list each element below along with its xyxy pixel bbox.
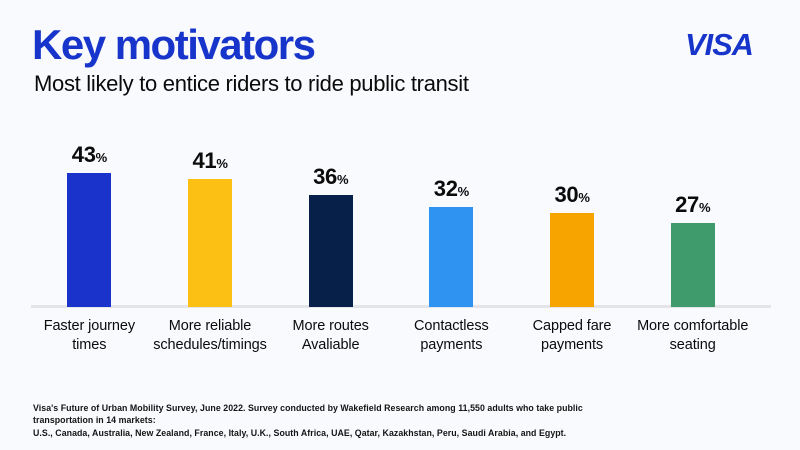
value-number: 32 [433, 176, 458, 201]
value-label: 43% [72, 142, 107, 168]
value-label: 27% [675, 192, 710, 218]
value-number: 43 [71, 142, 96, 167]
category-label: Capped fare payments [532, 318, 612, 353]
bar-column: 30% [512, 0, 633, 307]
value-number: 41 [192, 148, 217, 173]
visa-logo-text: VISA [685, 30, 753, 62]
category-labels: Faster journey times More reliable sched… [29, 317, 753, 354]
category-label: Faster journey times [43, 318, 135, 353]
category-label: More routes Avaliable [292, 318, 369, 353]
bar [670, 223, 715, 307]
percent-sign: % [95, 150, 108, 165]
value-label: 41% [192, 148, 227, 174]
page-title: Key motivators [32, 21, 316, 68]
visa-logo: VISA [685, 30, 754, 62]
percent-sign: % [336, 172, 349, 187]
category-label: More comfortable seating [637, 318, 749, 353]
baseline-axis [31, 305, 771, 308]
bar-column: 43% [29, 0, 150, 307]
page-subtitle: Most likely to entice riders to ride pub… [34, 71, 469, 96]
bar-column: 27% [632, 0, 753, 307]
percent-sign: % [578, 190, 590, 205]
bar [550, 213, 595, 307]
bar [429, 207, 474, 307]
category-label: More reliable schedules/timings [153, 318, 267, 353]
category-label: Contactless payments [414, 318, 489, 353]
value-label: 32% [434, 176, 469, 202]
percent-sign: % [457, 184, 470, 199]
bar [308, 195, 353, 307]
percent-sign: % [216, 156, 228, 171]
value-number: 36 [313, 164, 337, 189]
source-footnote: Visa's Future of Urban Mobility Survey, … [33, 402, 593, 439]
value-number: 27 [675, 192, 699, 217]
bar [188, 179, 232, 307]
percent-sign: % [699, 200, 711, 215]
value-label: 36% [313, 164, 348, 190]
bar-column: 36% [270, 0, 391, 307]
bar [67, 173, 112, 307]
footnote-line-2: U.S., Canada, Australia, New Zealand, Fr… [33, 427, 567, 438]
bar-chart: 43% 41% 36% 32% 30% 27% [29, 0, 753, 307]
bar-column: 32% [391, 0, 512, 307]
footnote-line-1: Visa's Future of Urban Mobility Survey, … [33, 403, 583, 426]
bar-column: 41% [150, 0, 271, 307]
value-number: 30 [554, 182, 579, 207]
value-label: 30% [554, 182, 589, 208]
